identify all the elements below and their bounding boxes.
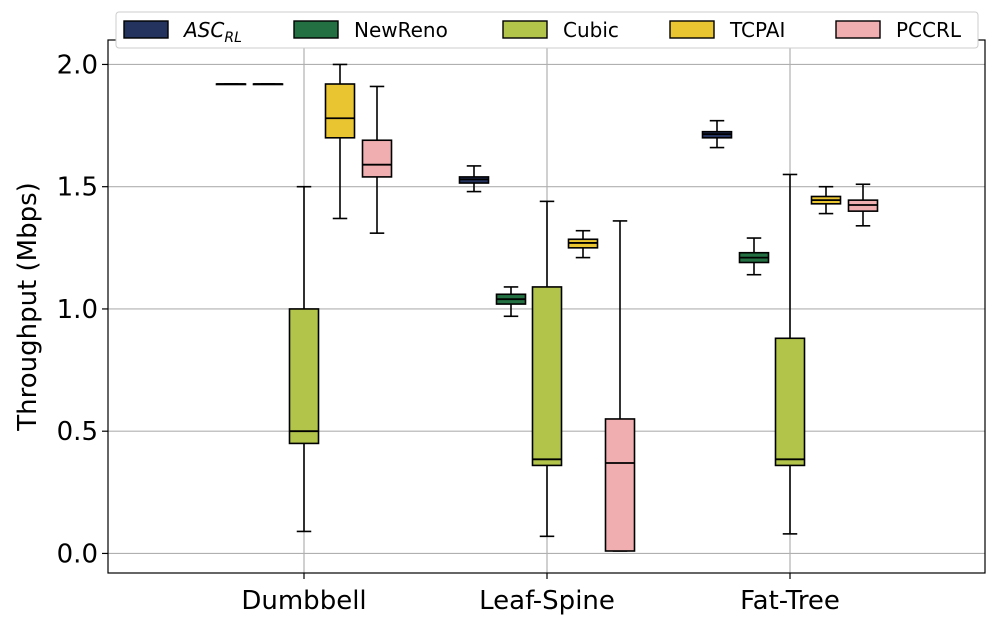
box-asc-fat-tree xyxy=(701,119,733,149)
legend-label: PCCRL xyxy=(896,18,962,42)
plot-layer xyxy=(215,63,879,552)
box-iqr xyxy=(531,286,563,467)
box-pccrl-leaf-spine xyxy=(604,220,636,552)
legend-swatch xyxy=(293,20,339,39)
y-tick-label: 1.5 xyxy=(57,173,98,203)
legend-item-pccrl: PCCRL xyxy=(835,18,962,42)
legend-item-tcpai: TCPAI xyxy=(669,18,785,42)
y-tick-label: 2.0 xyxy=(57,50,98,80)
box-newreno-fat-tree xyxy=(738,237,770,276)
legend-label: NewReno xyxy=(354,18,448,42)
axis-layer: 0.0 0.5 1.0 1.5 2.0 Dumbbell Leaf-Spine Fat-Tre… xyxy=(57,50,840,616)
box-iqr xyxy=(604,418,636,552)
legend: ASCRL NewReno Cubic TCPAI PCCRL xyxy=(115,11,979,49)
box-cubic-leaf-spine xyxy=(531,200,563,538)
legend-item-cubic: Cubic xyxy=(502,18,619,42)
box-newreno-dumbbell xyxy=(252,83,284,86)
legend-item-asc: ASCRL xyxy=(123,18,242,46)
y-tick-label: 0.0 xyxy=(57,539,98,569)
x-tick-label: Dumbbell xyxy=(241,586,366,616)
box-newreno-leaf-spine xyxy=(495,286,527,318)
box-cubic-dumbbell xyxy=(288,185,320,533)
box-tcpai-dumbbell xyxy=(324,63,356,220)
legend-label: ASCRL xyxy=(182,18,242,46)
box-pccrl-fat-tree xyxy=(847,183,879,227)
legend-label: TCPAI xyxy=(729,18,785,42)
box-iqr xyxy=(324,83,356,139)
box-tcpai-fat-tree xyxy=(810,185,842,215)
legend-swatch xyxy=(502,20,548,39)
legend-swatch xyxy=(123,20,169,39)
y-tick-label: 1.0 xyxy=(57,295,98,325)
x-tick-label: Leaf-Spine xyxy=(479,586,615,616)
x-tick-label: Fat-Tree xyxy=(740,586,840,616)
legend-swatch xyxy=(835,20,881,39)
box-iqr xyxy=(361,139,393,178)
y-axis-label: Throughput (Mbps) xyxy=(13,182,43,432)
box-iqr xyxy=(288,308,320,445)
y-tick-label: 0.5 xyxy=(57,417,98,447)
box-asc-leaf-spine xyxy=(458,165,490,193)
legend-label: Cubic xyxy=(563,18,619,42)
box-asc-dumbbell xyxy=(215,83,247,86)
legend-item-newreno: NewReno xyxy=(293,18,448,42)
box-tcpai-leaf-spine xyxy=(567,229,599,259)
box-cubic-fat-tree xyxy=(774,173,806,535)
box-iqr xyxy=(774,337,806,467)
legend-swatch xyxy=(669,20,715,39)
box-pccrl-dumbbell xyxy=(361,85,393,234)
